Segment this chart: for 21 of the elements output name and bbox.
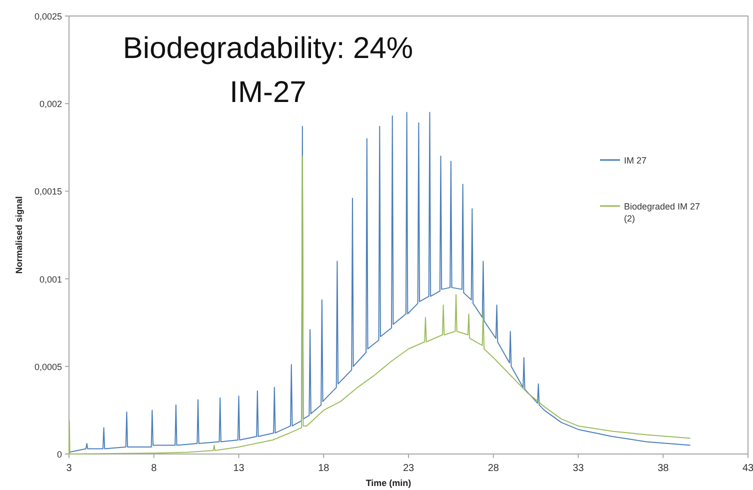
y-tick-label: 0 [56,450,62,460]
y-tick-label: 0,0015 [34,186,62,197]
y-tick-label: 0,001 [39,274,62,284]
y-tick-label: 0,002 [39,99,62,110]
x-tick-label: 8 [151,463,158,474]
x-tick-label: 38 [658,463,670,474]
x-tick-label: 18 [318,463,330,474]
text: Biodegradability: 24% [122,32,414,65]
legend-label: IM 27 [624,156,647,166]
x-tick-label: 13 [233,463,245,474]
text: IM-27 [230,76,306,109]
legend-label: Biodegraded IM 27 (2) [624,202,700,224]
x-tick-label: 28 [488,463,500,474]
x-axis-title: Time (min) [366,478,412,488]
x-tick-label: 33 [572,463,584,474]
x-tick-label: 3 [66,463,72,474]
y-tick-label: 0,0005 [34,362,62,372]
y-axis-title: Normalised signal [14,196,24,274]
y-tick-label: 0,0025 [34,12,62,22]
x-tick-label: 23 [402,463,414,474]
x-tick-label: 43 [742,463,753,474]
